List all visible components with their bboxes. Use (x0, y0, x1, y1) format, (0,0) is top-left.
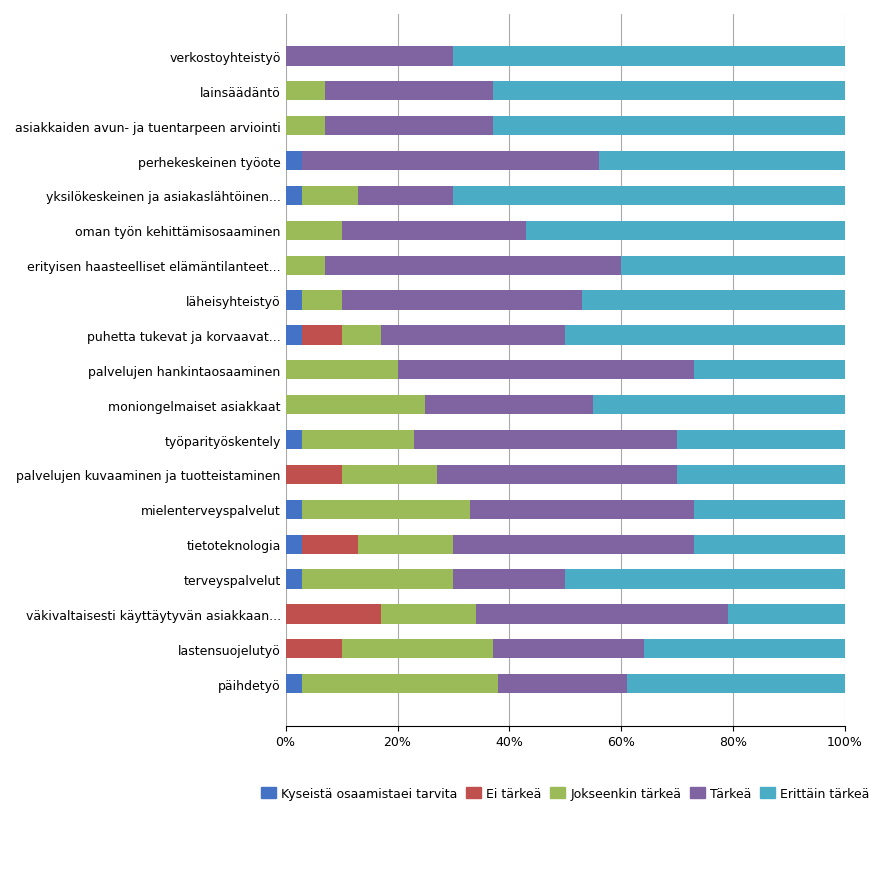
Bar (302, 187, 358, 206)
Bar (676, 430, 844, 449)
Bar (302, 291, 341, 310)
Bar (453, 47, 844, 66)
Bar (581, 291, 844, 310)
Bar (492, 640, 643, 659)
Bar (341, 465, 436, 485)
Bar (285, 430, 302, 449)
Bar (285, 465, 341, 485)
Bar (693, 361, 844, 380)
Bar (497, 674, 626, 693)
Bar (302, 152, 598, 171)
Bar (285, 501, 302, 520)
Bar (324, 256, 621, 275)
Bar (285, 674, 302, 693)
Bar (565, 570, 844, 589)
Bar (285, 291, 302, 310)
Bar (626, 674, 844, 693)
Bar (475, 605, 727, 624)
Bar (593, 395, 844, 415)
Bar (358, 187, 453, 206)
Bar (358, 535, 453, 554)
Bar (302, 501, 470, 520)
Bar (285, 152, 302, 171)
Bar (381, 605, 475, 624)
Bar (436, 465, 676, 485)
Bar (453, 187, 844, 206)
Legend: Kyseistä osaamistaei tarvita, Ei tärkeä, Jokseenkin tärkeä, Tärkeä, Erittäin tär: Kyseistä osaamistaei tarvita, Ei tärkeä,… (256, 782, 873, 805)
Bar (693, 535, 844, 554)
Bar (453, 570, 565, 589)
Bar (324, 117, 492, 136)
Bar (525, 222, 844, 241)
Bar (381, 326, 565, 345)
Bar (285, 117, 324, 136)
Bar (397, 361, 693, 380)
Bar (285, 395, 425, 415)
Bar (341, 222, 525, 241)
Bar (285, 326, 302, 345)
Bar (414, 430, 676, 449)
Bar (285, 222, 341, 241)
Bar (285, 640, 341, 659)
Bar (285, 570, 302, 589)
Bar (470, 501, 693, 520)
Bar (341, 640, 492, 659)
Bar (302, 674, 497, 693)
Bar (341, 326, 381, 345)
Bar (621, 256, 844, 275)
Bar (492, 83, 844, 102)
Bar (285, 605, 381, 624)
Bar (302, 535, 358, 554)
Bar (676, 465, 844, 485)
Bar (565, 326, 844, 345)
Bar (643, 640, 844, 659)
Bar (598, 152, 844, 171)
Bar (302, 430, 414, 449)
Bar (285, 361, 397, 380)
Bar (302, 326, 341, 345)
Bar (324, 83, 492, 102)
Bar (425, 395, 593, 415)
Bar (492, 117, 844, 136)
Bar (285, 83, 324, 102)
Bar (285, 187, 302, 206)
Bar (285, 535, 302, 554)
Bar (285, 47, 453, 66)
Bar (693, 501, 844, 520)
Bar (285, 256, 324, 275)
Bar (302, 570, 453, 589)
Bar (453, 535, 693, 554)
Bar (341, 291, 581, 310)
Bar (727, 605, 844, 624)
